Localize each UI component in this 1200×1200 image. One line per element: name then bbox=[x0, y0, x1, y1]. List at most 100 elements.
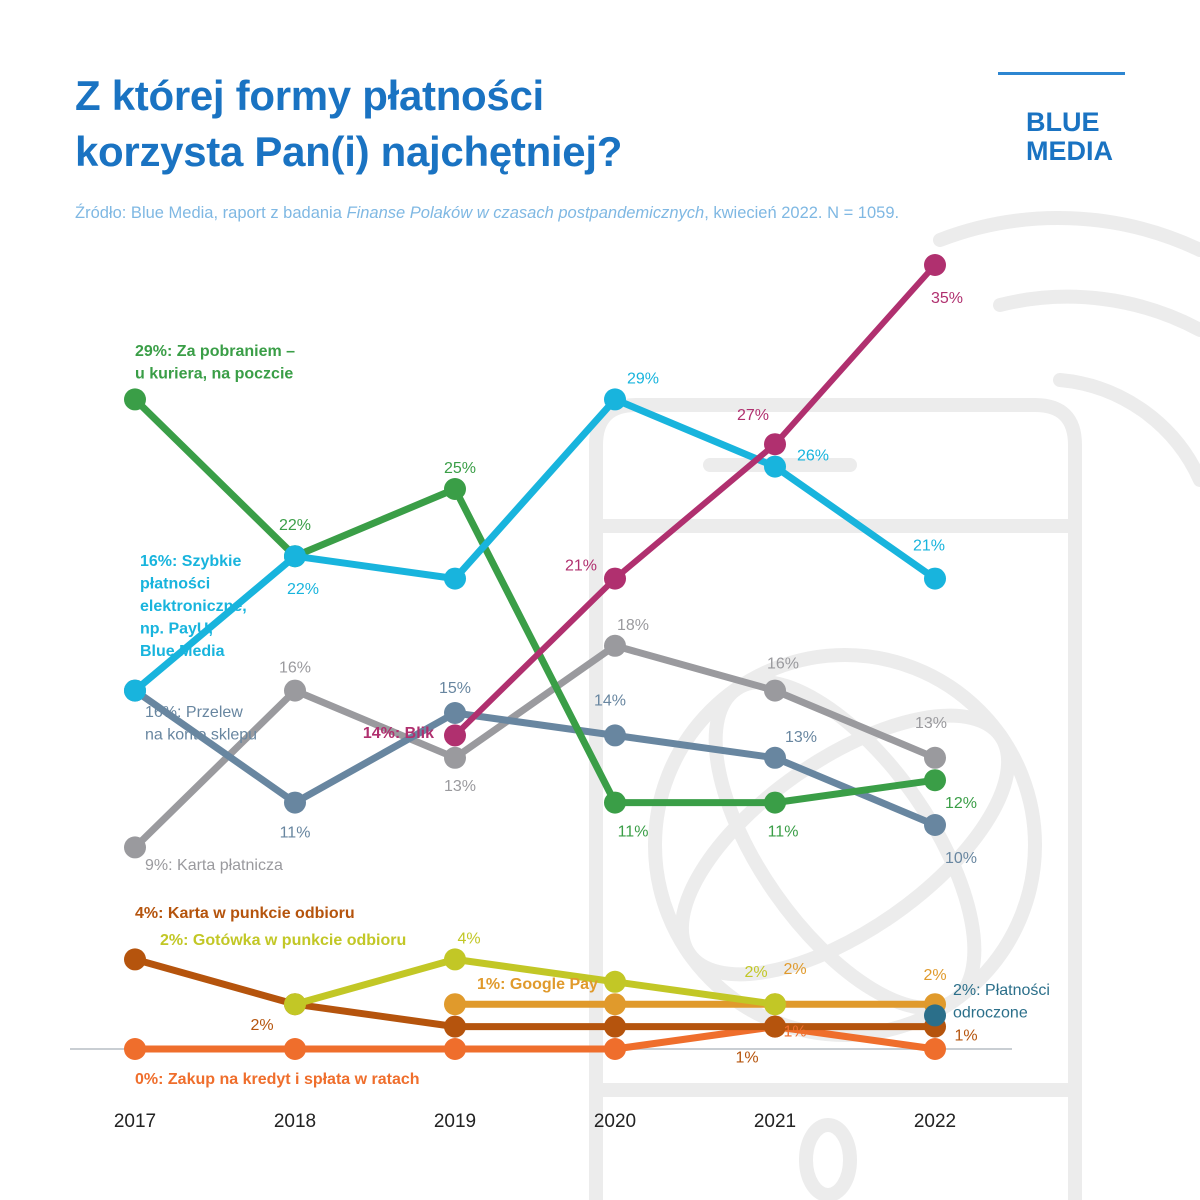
data-point-zakup-na-kredyt-i-splata-w-ratach-2019[interactable] bbox=[444, 1038, 466, 1060]
data-point-karta-platnicza-2019[interactable] bbox=[444, 746, 466, 769]
data-point-karta-platnicza-2021[interactable] bbox=[764, 679, 786, 702]
series-label-line: 0%: Zakup na kredyt i spłata w ratach bbox=[135, 1071, 420, 1088]
data-point-blik-2022[interactable] bbox=[924, 254, 946, 276]
data-point-blik-2020[interactable] bbox=[604, 567, 626, 590]
data-point-za-pobraniem-u-kuriera-na-poczcie-2017[interactable] bbox=[124, 388, 146, 411]
value-label-gotowka-w-punkcie-odbioru-2021: 2% bbox=[744, 964, 767, 981]
value-label-karta-w-punkcie-odbioru-2021: 1% bbox=[735, 1050, 758, 1067]
x-tick-2018: 2018 bbox=[274, 1111, 316, 1132]
data-point-szybkie-platnosci-elektroniczne-np-payu-blue-media-2019[interactable] bbox=[444, 567, 466, 590]
value-label-karta-platnicza-2018: 16% bbox=[279, 660, 311, 677]
series-line-karta-w-punkcie-odbioru bbox=[131, 955, 939, 1031]
signal-arc-inner bbox=[1053, 373, 1200, 487]
data-point-zakup-na-kredyt-i-splata-w-ratach-2018[interactable] bbox=[284, 1038, 306, 1060]
x-tick-2017: 2017 bbox=[114, 1111, 156, 1132]
source-note: Źródło: Blue Media, raport z badania Fin… bbox=[75, 204, 899, 223]
series-label-karta-platnicza: 9%: Karta płatnicza bbox=[145, 857, 283, 874]
data-point-przelew-na-konto-sklepu-2022[interactable] bbox=[924, 814, 946, 836]
data-point-za-pobraniem-u-kuriera-na-poczcie-2021[interactable] bbox=[764, 791, 786, 814]
data-point-gotowka-w-punkcie-odbioru-2020[interactable] bbox=[604, 970, 626, 993]
series-label-line: 29%: Za pobraniem – bbox=[135, 343, 295, 360]
globe-meridian bbox=[708, 674, 982, 1016]
data-point-platnosci-odroczone-2022[interactable] bbox=[924, 1004, 946, 1027]
value-label-karta-w-punkcie-odbioru-2018: 2% bbox=[250, 1017, 273, 1034]
value-label-za-pobraniem-u-kuriera-na-poczcie-2022: 12% bbox=[945, 795, 977, 812]
series-karta-platnicza bbox=[124, 634, 946, 859]
value-label-blik-2020: 21% bbox=[565, 558, 597, 575]
value-label-karta-platnicza-2019: 13% bbox=[444, 778, 476, 795]
series-layer bbox=[124, 254, 946, 1060]
series-label-platnosci-odroczone: 2%: Płatności odroczone bbox=[953, 982, 1050, 1022]
series-szybkie-platnosci-elektroniczne-np-payu-blue-media bbox=[124, 388, 946, 702]
data-point-zakup-na-kredyt-i-splata-w-ratach-2022[interactable] bbox=[924, 1038, 946, 1060]
data-point-szybkie-platnosci-elektroniczne-np-payu-blue-media-2021[interactable] bbox=[764, 455, 786, 478]
data-point-za-pobraniem-u-kuriera-na-poczcie-2019[interactable] bbox=[444, 478, 466, 500]
series-label-line: 14%: Blik bbox=[363, 725, 434, 742]
data-point-karta-platnicza-2022[interactable] bbox=[924, 746, 946, 769]
data-point-blik-2019[interactable] bbox=[444, 724, 466, 747]
data-point-za-pobraniem-u-kuriera-na-poczcie-2022[interactable] bbox=[924, 769, 946, 792]
series-label-line: na konto sklepu bbox=[145, 727, 257, 744]
value-label-za-pobraniem-u-kuriera-na-poczcie-2018: 22% bbox=[279, 517, 311, 534]
series-label-line: np. PayU, bbox=[140, 621, 213, 638]
data-point-przelew-na-konto-sklepu-2019[interactable] bbox=[444, 702, 466, 724]
data-point-karta-w-punkcie-odbioru-2019[interactable] bbox=[444, 1015, 466, 1038]
series-label-przelew-na-konto-sklepu: 16%: Przelew na konto sklepu bbox=[145, 704, 257, 744]
series-label-line: odroczone bbox=[953, 1005, 1028, 1022]
series-line-blik bbox=[452, 262, 938, 739]
series-label-line: u kuriera, na poczcie bbox=[135, 366, 293, 383]
page-title: Z której formy płatności korzysta Pan(i)… bbox=[75, 68, 622, 180]
data-point-google-pay-2020[interactable] bbox=[604, 993, 626, 1016]
series-label-line: 4%: Karta w punkcie odbioru bbox=[135, 905, 355, 922]
value-label-zakup-na-kredyt-i-splata-w-ratach-2021: 1% bbox=[783, 1024, 806, 1041]
data-point-gotowka-w-punkcie-odbioru-2021[interactable] bbox=[764, 993, 786, 1016]
series-label-gotowka-w-punkcie-odbioru: 2%: Gotówka w punkcie odbioru bbox=[160, 932, 406, 949]
value-label-gotowka-w-punkcie-odbioru-2019: 4% bbox=[457, 930, 480, 947]
value-label-przelew-na-konto-sklepu-2019: 15% bbox=[439, 680, 471, 697]
phone-outline bbox=[589, 398, 1082, 1200]
data-point-blik-2021[interactable] bbox=[764, 433, 786, 456]
series-label-blik: 14%: Blik bbox=[363, 725, 434, 742]
data-point-karta-platnicza-2020[interactable] bbox=[604, 634, 626, 657]
source-prefix: Źródło: Blue Media, raport z badania bbox=[75, 204, 347, 222]
data-point-karta-w-punkcie-odbioru-2020[interactable] bbox=[604, 1015, 626, 1038]
data-point-przelew-na-konto-sklepu-2018[interactable] bbox=[284, 791, 306, 814]
series-label-karta-w-punkcie-odbioru: 4%: Karta w punkcie odbioru bbox=[135, 905, 355, 922]
data-point-zakup-na-kredyt-i-splata-w-ratach-2017[interactable] bbox=[124, 1038, 146, 1060]
series-label-line: 16%: Przelew bbox=[145, 704, 243, 721]
series-gotowka-w-punkcie-odbioru bbox=[284, 948, 786, 1016]
x-tick-2020: 2020 bbox=[594, 1111, 636, 1132]
title-line-1: Z której formy płatności bbox=[75, 72, 544, 119]
data-point-gotowka-w-punkcie-odbioru-2019[interactable] bbox=[444, 948, 466, 971]
data-point-za-pobraniem-u-kuriera-na-poczcie-2020[interactable] bbox=[604, 791, 626, 814]
title-line-2: korzysta Pan(i) najchętniej? bbox=[75, 128, 623, 175]
data-point-szybkie-platnosci-elektroniczne-np-payu-blue-media-2017[interactable] bbox=[124, 679, 146, 702]
data-point-karta-w-punkcie-odbioru-2021[interactable] bbox=[764, 1015, 786, 1038]
value-label-szybkie-platnosci-elektroniczne-np-payu-blue-media-2021: 26% bbox=[797, 448, 829, 465]
series-line-przelew-na-konto-sklepu bbox=[131, 687, 939, 829]
data-point-karta-platnicza-2018[interactable] bbox=[284, 679, 306, 702]
series-label-google-pay: 1%: Google Pay bbox=[477, 976, 598, 993]
value-label-karta-w-punkcie-odbioru-2022: 1% bbox=[954, 1028, 977, 1045]
data-point-gotowka-w-punkcie-odbioru-2018[interactable] bbox=[284, 993, 306, 1016]
value-label-przelew-na-konto-sklepu-2020: 14% bbox=[594, 692, 626, 709]
data-point-zakup-na-kredyt-i-splata-w-ratach-2020[interactable] bbox=[604, 1038, 626, 1060]
series-label-za-pobraniem-u-kuriera-na-poczcie: 29%: Za pobraniem – u kuriera, na poczcie bbox=[135, 343, 295, 383]
series-line-zakup-na-kredyt-i-splata-w-ratach bbox=[131, 1023, 939, 1053]
data-point-przelew-na-konto-sklepu-2021[interactable] bbox=[764, 746, 786, 769]
data-point-szybkie-platnosci-elektroniczne-np-payu-blue-media-2022[interactable] bbox=[924, 567, 946, 590]
data-point-google-pay-2019[interactable] bbox=[444, 993, 466, 1016]
series-blik bbox=[444, 254, 946, 747]
series-label-line: 16%: Szybkie bbox=[140, 553, 241, 570]
series-label-szybkie-platnosci-elektroniczne-np-payu-blue-media: 16%: Szybkie płatności elektroniczne, np. P… bbox=[140, 553, 247, 660]
series-label-line: Blue Media bbox=[140, 643, 225, 660]
series-line-za-pobraniem-u-kuriera-na-poczcie bbox=[131, 395, 939, 807]
value-label-przelew-na-konto-sklepu-2022: 10% bbox=[945, 850, 977, 867]
data-point-karta-w-punkcie-odbioru-2017[interactable] bbox=[124, 948, 146, 971]
series-label-line: 2%: Płatności bbox=[953, 982, 1050, 999]
data-point-karta-platnicza-2017[interactable] bbox=[124, 836, 146, 859]
data-point-szybkie-platnosci-elektroniczne-np-payu-blue-media-2018[interactable] bbox=[284, 545, 306, 568]
data-point-szybkie-platnosci-elektroniczne-np-payu-blue-media-2020[interactable] bbox=[604, 388, 626, 411]
x-axis: 2017 2018 2019 2020 2021 2022 bbox=[114, 1111, 956, 1132]
data-point-przelew-na-konto-sklepu-2020[interactable] bbox=[604, 724, 626, 747]
